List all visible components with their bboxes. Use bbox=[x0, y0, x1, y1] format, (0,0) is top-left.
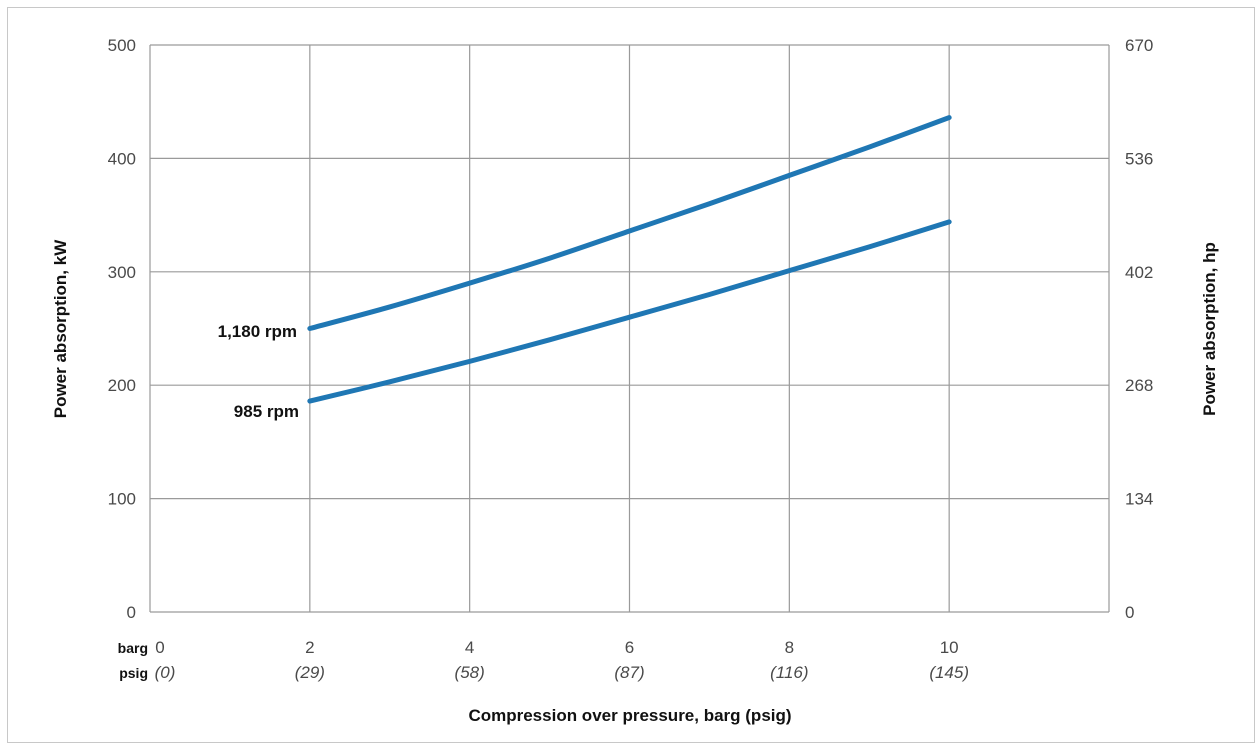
y2-tick-label: 134 bbox=[1125, 490, 1153, 509]
y2-tick-label: 268 bbox=[1125, 376, 1153, 395]
x-tick-label-barg: 8 bbox=[785, 638, 794, 657]
y2-axis-title: Power absorption, hp bbox=[1200, 242, 1219, 416]
x-tick-label-barg: 4 bbox=[465, 638, 474, 657]
y-axis-title: Power absorption, kW bbox=[51, 239, 70, 418]
y-tick-label: 0 bbox=[127, 603, 136, 622]
x-tick-label-barg: 6 bbox=[625, 638, 634, 657]
x-tick-label-psig: (116) bbox=[770, 663, 808, 682]
x-axis-title: Compression over pressure, barg (psig) bbox=[468, 706, 791, 725]
x-tick-label-psig: (87) bbox=[614, 663, 644, 682]
series-lines bbox=[307, 115, 952, 404]
series-label-985-rpm: 985 rpm bbox=[234, 402, 299, 421]
y2-tick-label: 0 bbox=[1125, 603, 1134, 622]
y-tick-label: 400 bbox=[108, 149, 136, 168]
x-row-label-psig: psig bbox=[119, 665, 148, 681]
series-line-0 bbox=[307, 115, 952, 331]
y2-tick-label: 670 bbox=[1125, 36, 1153, 55]
series-label-1180-rpm: 1,180 rpm bbox=[218, 322, 297, 341]
y-tick-label: 100 bbox=[108, 490, 136, 509]
x-tick-label-psig: (0) bbox=[155, 663, 176, 682]
y-tick-label: 500 bbox=[108, 36, 136, 55]
x-tick-label-barg: 2 bbox=[305, 638, 314, 657]
x-tick-label-psig: (58) bbox=[455, 663, 485, 682]
x-tick-label-psig: (29) bbox=[295, 663, 325, 682]
x-tick-label-barg: 10 bbox=[940, 638, 959, 657]
x-tick-label-barg: 0 bbox=[155, 638, 164, 657]
series-line-1 bbox=[307, 219, 952, 404]
x-row-label-barg: barg bbox=[118, 640, 148, 656]
y2-tick-label: 536 bbox=[1125, 149, 1153, 168]
x-tick-label-psig: (145) bbox=[929, 663, 969, 682]
y2-tick-label: 402 bbox=[1125, 263, 1153, 282]
grid bbox=[149, 44, 1110, 613]
y-tick-label: 200 bbox=[108, 376, 136, 395]
y-tick-label: 300 bbox=[108, 263, 136, 282]
chart-frame bbox=[7, 7, 1255, 743]
